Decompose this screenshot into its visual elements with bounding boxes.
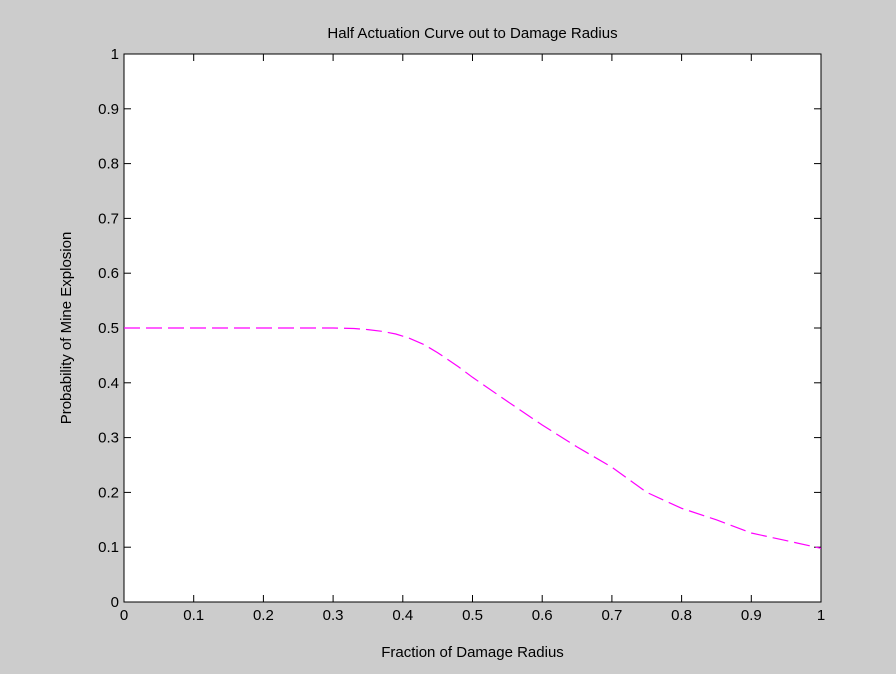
x-tick-label: 0.9 — [741, 607, 762, 624]
x-tick-label: 0.1 — [183, 607, 204, 624]
y-tick-label: 0.3 — [98, 430, 119, 447]
y-axis-label: Probability of Mine Explosion — [58, 232, 75, 425]
chart-title: Half Actuation Curve out to Damage Radiu… — [327, 25, 617, 42]
x-tick-label: 0.3 — [323, 607, 344, 624]
axis-ticks — [124, 54, 821, 602]
series-layer — [124, 327, 822, 549]
y-tick-label: 0.6 — [98, 265, 119, 282]
y-tick-label: 0.2 — [98, 484, 119, 501]
x-tick-labels: 0 0.1 0.2 0.3 0.4 0.5 0.6 0.7 0.8 0.9 1 — [120, 607, 825, 624]
x-tick-label: 0.2 — [253, 607, 274, 624]
x-tick-label: 0.8 — [671, 607, 692, 624]
x-tick-label: 0.6 — [532, 607, 553, 624]
y-tick-label: 0.4 — [98, 375, 119, 392]
x-tick-label: 0 — [120, 607, 128, 624]
y-tick-label: 0.8 — [98, 156, 119, 173]
x-tick-label: 0.7 — [601, 607, 622, 624]
y-tick-label: 0.1 — [98, 539, 119, 556]
series-line-0 — [124, 327, 822, 549]
x-tick-label: 0.5 — [462, 607, 483, 624]
x-tick-label: 1 — [817, 607, 825, 624]
y-tick-label: 0.5 — [98, 320, 119, 337]
y-tick-label: 0.7 — [98, 210, 119, 227]
x-axis-label: Fraction of Damage Radius — [381, 644, 564, 661]
y-tick-labels: 0 0.1 0.2 0.3 0.4 0.5 0.6 0.7 0.8 0.9 1 — [98, 46, 119, 611]
y-tick-label: 1 — [111, 46, 119, 63]
x-tick-label: 0.4 — [392, 607, 413, 624]
y-tick-label: 0.9 — [98, 101, 119, 118]
y-tick-label: 0 — [111, 594, 119, 611]
